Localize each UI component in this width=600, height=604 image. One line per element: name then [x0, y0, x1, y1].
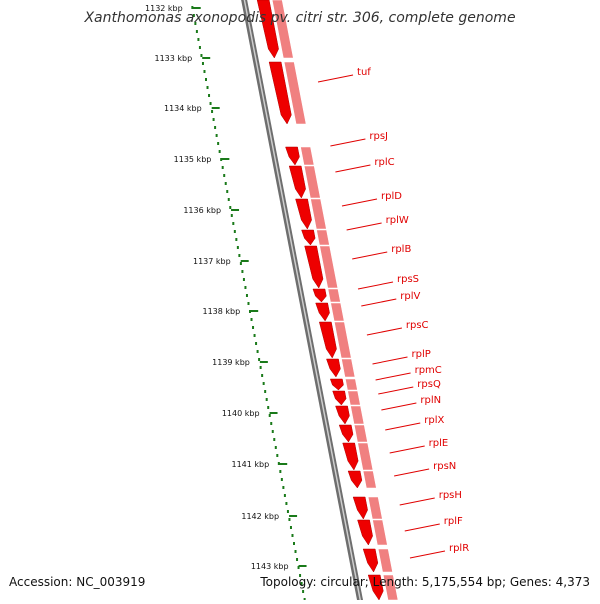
gene-label-rpsH[interactable]: rpsH — [439, 490, 462, 501]
ruler-label: 1132 kbp — [145, 4, 183, 13]
gene-track — [256, 0, 399, 601]
ruler-label: 1134 kbp — [164, 104, 202, 113]
gene-label-rplF[interactable]: rplF — [444, 516, 463, 527]
gene-label-rplP[interactable]: rplP — [411, 349, 430, 360]
gene-leader-line — [330, 138, 366, 147]
gene-leader-line — [346, 222, 382, 231]
gene-label-rplR[interactable]: rplR — [449, 543, 469, 554]
gene-rplD[interactable] — [295, 198, 327, 230]
gene-label-rpsC[interactable]: rpsC — [406, 320, 429, 331]
gene-label-rplB[interactable]: rplB — [391, 244, 411, 255]
gene-leader-line — [394, 468, 430, 477]
gene-leader-line — [399, 497, 435, 506]
gene-partial[interactable] — [256, 0, 294, 59]
gene-rpsH[interactable] — [352, 496, 383, 520]
gene-label-rpmC[interactable]: rpmC — [415, 365, 442, 376]
gene-rplF[interactable] — [357, 519, 388, 546]
gene-rplC[interactable] — [288, 165, 321, 199]
gene-leader-line — [389, 445, 425, 454]
gene-label-rplX[interactable]: rplX — [424, 415, 444, 426]
gene-leader-line — [366, 327, 402, 336]
gene-label-rplD[interactable]: rplD — [381, 191, 402, 202]
accession-text: Accession: NC_003919 — [9, 575, 146, 589]
gene-rpsS[interactable] — [312, 288, 341, 303]
gene-leader-line — [341, 198, 378, 207]
gene-rplV[interactable] — [315, 302, 345, 322]
gene-rpsJ[interactable] — [285, 146, 315, 166]
gene-label-rpsN[interactable]: rpsN — [433, 461, 456, 472]
ruler-label: 1135 kbp — [174, 155, 212, 164]
gene-rpsQ[interactable] — [332, 390, 361, 406]
gene-leader-line — [352, 251, 388, 260]
gene-leader-line — [385, 422, 421, 431]
genome-summary-text: Topology: circular; Length: 5,175,554 bp… — [260, 575, 590, 589]
gene-label-rplV[interactable]: rplV — [400, 291, 420, 302]
gene-leader-line — [335, 164, 371, 173]
gene-label-rplE[interactable]: rplE — [429, 438, 449, 449]
gene-rplN[interactable] — [335, 405, 365, 425]
gene-label-rplC[interactable]: rplC — [374, 157, 394, 168]
gene-rpmC[interactable] — [329, 378, 358, 391]
gene-partial[interactable] — [367, 574, 399, 601]
gene-leader-line — [409, 550, 446, 559]
ruler-label: 1137 kbp — [193, 257, 231, 266]
page-title: Xanthomonas axonopodis pv. citri str. 30… — [84, 10, 516, 26]
gene-tuf[interactable] — [268, 61, 307, 125]
gene-label-rpsQ[interactable]: rpsQ — [417, 379, 441, 390]
gene-label-tuf[interactable]: tuf — [357, 67, 371, 78]
gene-rplB[interactable] — [304, 245, 339, 289]
ruler-label: 1139 kbp — [212, 358, 250, 367]
gene-rplP[interactable] — [326, 358, 356, 378]
gene-leader-line — [375, 372, 411, 381]
gene-label-rplW[interactable]: rplW — [386, 215, 409, 226]
gene-rplX[interactable] — [338, 424, 368, 443]
gene-rplW[interactable] — [301, 229, 330, 246]
ruler-label: 1133 kbp — [155, 54, 193, 63]
ruler-label: 1136 kbp — [183, 206, 221, 215]
gene-leader-line — [361, 298, 397, 307]
ruler-label: 1143 kbp — [251, 562, 289, 571]
gene-rplR[interactable] — [362, 548, 393, 573]
ruler-label: 1140 kbp — [222, 409, 260, 418]
gene-leader-line — [317, 74, 354, 83]
gene-leader-line — [381, 402, 417, 411]
gene-leader-line — [372, 356, 408, 365]
kbp-ruler: 1132 kbp 1133 kbp 1134 kbp 1135 kbp 1136 kbp… — [145, 4, 307, 601]
gene-rpsN[interactable] — [347, 470, 377, 489]
gene-label-rpsS[interactable]: rpsS — [397, 274, 419, 285]
backbone-highlight — [243, 0, 361, 600]
gene-label-rpsJ[interactable]: rpsJ — [369, 131, 388, 142]
ruler-label: 1142 kbp — [241, 512, 279, 521]
gene-leader-line — [378, 386, 414, 395]
gene-rpsC[interactable] — [318, 321, 352, 359]
gene-label-rplN[interactable]: rplN — [420, 395, 441, 406]
gene-leader-line — [357, 281, 394, 290]
gene-leader-line — [404, 523, 440, 532]
ruler-label: 1138 kbp — [202, 307, 240, 316]
genome-backbone — [241, 0, 363, 600]
gene-rplE[interactable] — [342, 442, 374, 471]
ruler-label: 1141 kbp — [232, 460, 270, 469]
gene-labels: tuf rpsJ rplC rplD rplW rplB rpsS rplV rpsC rplP r… — [317, 67, 469, 559]
